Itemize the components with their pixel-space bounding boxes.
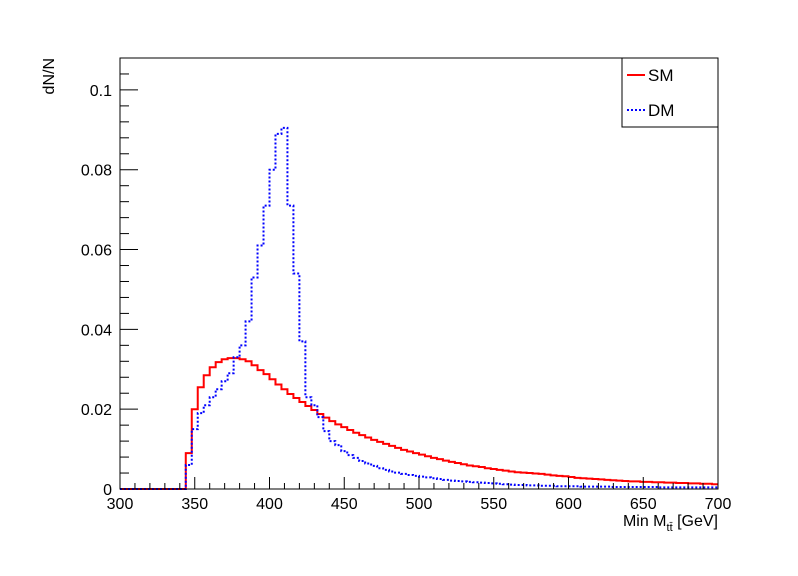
y-tick-label: 0.02 [81, 402, 112, 419]
x-tick-label: 600 [555, 496, 582, 513]
x-axis-title-subscript: tt̄ [667, 522, 673, 534]
y-tick-label: 0 [103, 482, 112, 499]
x-tick-label: 350 [181, 496, 208, 513]
x-tick-label: 400 [256, 496, 283, 513]
x-tick-label: 700 [705, 496, 732, 513]
y-tick-label: 0.08 [81, 163, 112, 180]
x-tick-label: 300 [107, 496, 134, 513]
x-axis: 300 350 400 450 500 550 600 650 700 [107, 477, 732, 513]
legend-box [621, 57, 719, 128]
x-axis-title-unit: [GeV] [673, 513, 718, 530]
legend-sm-label: SM [648, 66, 674, 85]
x-tick-label: 550 [480, 496, 507, 513]
y-tick-label: 0.1 [90, 83, 112, 100]
x-axis-title: Min Mtt̄ [GeV] [623, 513, 718, 534]
x-tick-label: 650 [630, 496, 657, 513]
y-tick-label: 0.04 [81, 322, 112, 339]
x-tick-label: 500 [406, 496, 433, 513]
series-layer [120, 126, 718, 490]
x-tick-label: 450 [331, 496, 358, 513]
series-sm-line [120, 357, 718, 490]
x-axis-title-main: Min M [623, 513, 667, 530]
y-axis-title: dN/N [41, 58, 58, 94]
series-dm-line [120, 126, 718, 490]
y-axis: 0 0.02 0.04 0.06 0.08 0.1 [81, 57, 138, 499]
legend: SM DM [621, 57, 719, 128]
y-tick-label: 0.06 [81, 243, 112, 260]
legend-dm-label: DM [648, 101, 674, 120]
